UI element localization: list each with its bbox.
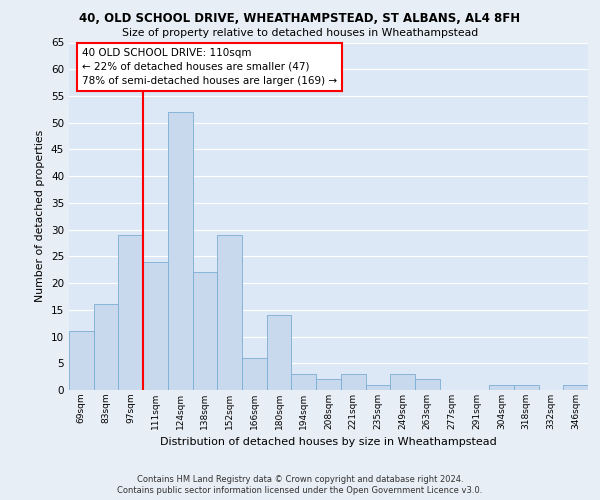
Bar [390, 374, 415, 390]
Bar [292, 374, 316, 390]
Text: Contains public sector information licensed under the Open Government Licence v3: Contains public sector information licen… [118, 486, 482, 495]
Text: Size of property relative to detached houses in Wheathampstead: Size of property relative to detached ho… [122, 28, 478, 38]
Bar [489, 384, 514, 390]
Text: 40, OLD SCHOOL DRIVE, WHEATHAMPSTEAD, ST ALBANS, AL4 8FH: 40, OLD SCHOOL DRIVE, WHEATHAMPSTEAD, ST… [79, 12, 521, 26]
Bar [365, 384, 390, 390]
Bar [267, 315, 292, 390]
Bar [341, 374, 365, 390]
Bar [118, 235, 143, 390]
Bar [193, 272, 217, 390]
Bar [143, 262, 168, 390]
Bar [94, 304, 118, 390]
Bar [563, 384, 588, 390]
Text: Contains HM Land Registry data © Crown copyright and database right 2024.: Contains HM Land Registry data © Crown c… [137, 475, 463, 484]
Bar [69, 331, 94, 390]
Bar [316, 380, 341, 390]
X-axis label: Distribution of detached houses by size in Wheathampstead: Distribution of detached houses by size … [160, 438, 497, 448]
Text: 40 OLD SCHOOL DRIVE: 110sqm
← 22% of detached houses are smaller (47)
78% of sem: 40 OLD SCHOOL DRIVE: 110sqm ← 22% of det… [82, 48, 337, 86]
Bar [415, 380, 440, 390]
Bar [217, 235, 242, 390]
Bar [514, 384, 539, 390]
Bar [168, 112, 193, 390]
Y-axis label: Number of detached properties: Number of detached properties [35, 130, 46, 302]
Bar [242, 358, 267, 390]
